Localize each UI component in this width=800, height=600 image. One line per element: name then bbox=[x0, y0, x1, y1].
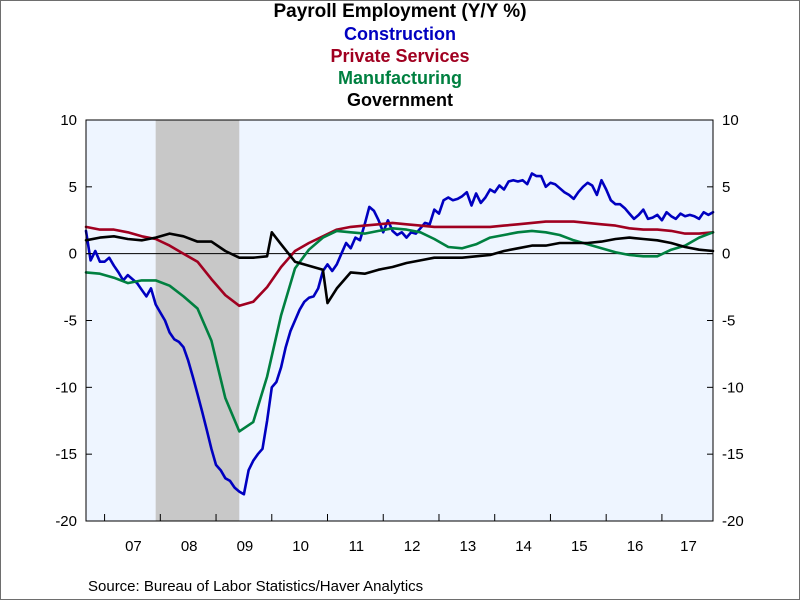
y-tick-label-right: -5 bbox=[722, 313, 735, 330]
y-tick-label-left: 0 bbox=[69, 246, 77, 263]
series-line-private-services bbox=[84, 220, 715, 308]
y-tick-label-left: -15 bbox=[55, 446, 77, 463]
legend-entry-government: Government bbox=[346, 90, 454, 110]
x-tick-label: 16 bbox=[627, 538, 644, 555]
x-tick-label: 13 bbox=[460, 538, 477, 555]
legend-entry-construction: Construction bbox=[344, 24, 456, 44]
y-tick-label-right: -10 bbox=[722, 379, 744, 396]
series-line-construction bbox=[84, 172, 715, 496]
x-tick-label: 09 bbox=[237, 538, 254, 555]
x-tick-label: 15 bbox=[571, 538, 588, 555]
x-tick-label: 08 bbox=[181, 538, 198, 555]
x-tick-label: 10 bbox=[292, 538, 309, 555]
source-note: Source: Bureau of Labor Statistics/Haver… bbox=[88, 578, 424, 595]
y-tick-label-right: -15 bbox=[722, 446, 744, 463]
series-line-government bbox=[84, 231, 715, 305]
y-tick-label-right: 5 bbox=[722, 179, 730, 196]
y-tick-label-right: -20 bbox=[722, 513, 744, 530]
recession-shading bbox=[155, 120, 240, 521]
y-tick-label-right: 0 bbox=[722, 246, 730, 263]
y-tick-label-left: 10 bbox=[60, 112, 77, 129]
legend-entry-private-services: Private Services bbox=[330, 46, 470, 66]
x-tick-label: 17 bbox=[680, 538, 697, 555]
x-tick-label: 11 bbox=[349, 538, 365, 555]
series-line-manufacturing bbox=[84, 227, 715, 433]
x-tick-label: 07 bbox=[125, 538, 142, 555]
y-tick-label-left: 5 bbox=[69, 179, 77, 196]
x-tick-label: 14 bbox=[515, 538, 532, 555]
legend-entry-manufacturing: Manufacturing bbox=[338, 68, 462, 88]
y-tick-label-left: -5 bbox=[64, 313, 77, 330]
y-tick-label-left: -10 bbox=[55, 379, 77, 396]
y-tick-label-left: -20 bbox=[55, 513, 77, 530]
x-tick-label: 12 bbox=[404, 538, 421, 555]
chart-title: Payroll Employment (Y/Y %) bbox=[273, 1, 527, 22]
y-tick-label-right: 10 bbox=[722, 112, 739, 129]
